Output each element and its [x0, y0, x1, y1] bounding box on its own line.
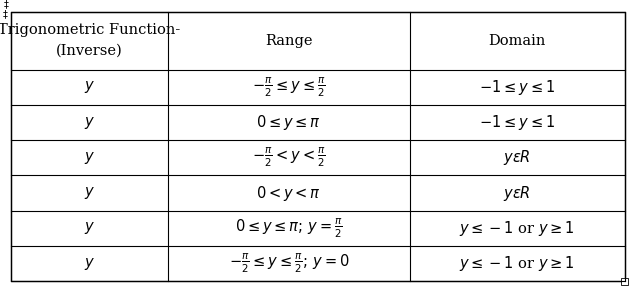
Text: Range: Range: [265, 34, 313, 48]
Text: $-1\leq y\leq 1$: $-1\leq y\leq 1$: [480, 78, 555, 97]
Text: $-1\leq y\leq 1$: $-1\leq y\leq 1$: [480, 113, 555, 132]
Text: $y\leq -1$ or $y\geq 1$: $y\leq -1$ or $y\geq 1$: [459, 219, 575, 238]
Text: $-\frac{\pi}{2}\leq y\leq\frac{\pi}{2};\,y=0$: $-\frac{\pi}{2}\leq y\leq\frac{\pi}{2};\…: [228, 252, 349, 275]
Text: $-\frac{\pi}{2}<y<\frac{\pi}{2}$: $-\frac{\pi}{2}<y<\frac{\pi}{2}$: [252, 146, 326, 169]
Text: Domain: Domain: [488, 34, 546, 48]
Text: ‡: ‡: [4, 0, 9, 9]
Text: $y$: $y$: [84, 115, 95, 131]
Text: $y\epsilon R$: $y\epsilon R$: [504, 148, 531, 167]
Text: $y$: $y$: [84, 256, 95, 272]
Text: $0\leq y\leq\pi$: $0\leq y\leq\pi$: [256, 113, 321, 132]
Text: $y$: $y$: [84, 79, 95, 95]
Text: $y$: $y$: [84, 185, 95, 201]
Text: $y$: $y$: [84, 150, 95, 166]
Text: $0\leq y\leq\pi;\,y=\frac{\pi}{2}$: $0\leq y\leq\pi;\,y=\frac{\pi}{2}$: [235, 217, 343, 240]
Text: $0<y<\pi$: $0<y<\pi$: [256, 184, 321, 203]
Text: Trigonometric Function-
(Inverse): Trigonometric Function- (Inverse): [0, 23, 181, 58]
Text: $y\epsilon R$: $y\epsilon R$: [504, 184, 531, 203]
Text: $-\frac{\pi}{2}\leq y\leq\frac{\pi}{2}$: $-\frac{\pi}{2}\leq y\leq\frac{\pi}{2}$: [252, 76, 326, 99]
Bar: [621, 278, 628, 285]
Text: $y$: $y$: [84, 220, 95, 236]
Text: $y\leq -1$ or $y\geq 1$: $y\leq -1$ or $y\geq 1$: [459, 254, 575, 273]
Text: ‡: ‡: [3, 9, 8, 19]
